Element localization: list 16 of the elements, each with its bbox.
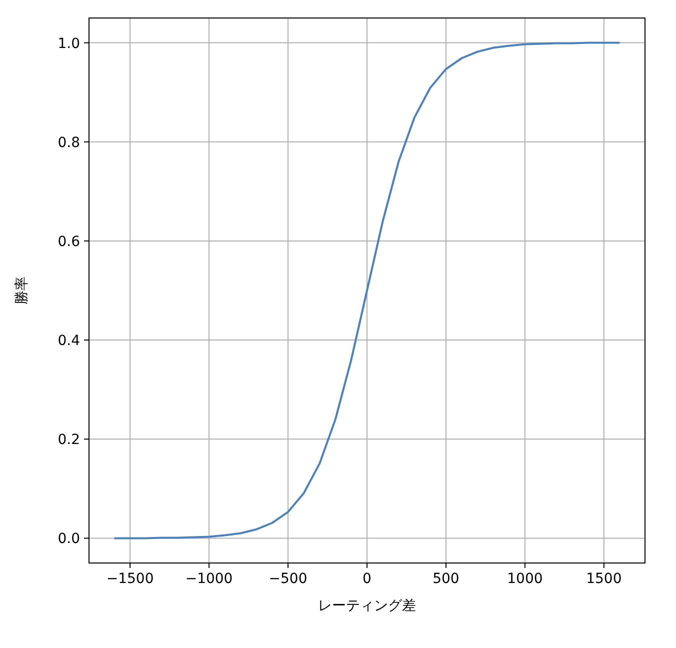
x-tick-label: 1500	[586, 571, 622, 587]
x-axis-title: レーティング差	[318, 598, 416, 614]
y-tick-label: 0.4	[58, 333, 80, 350]
x-tick-label: 1000	[507, 571, 543, 587]
y-axis-title: 勝率	[14, 276, 30, 304]
y-tick-label: 0.8	[58, 134, 80, 151]
x-tick-label: −1000	[185, 571, 233, 587]
line-series	[113, 42, 621, 540]
y-tick-label: 0.6	[58, 234, 80, 250]
x-tick-label: −500	[268, 571, 308, 587]
x-tick-label: −1500	[106, 571, 154, 587]
y-tick-label: 0.0	[58, 531, 80, 548]
x-tick-label: 500	[432, 571, 460, 587]
y-tick-label: 1.0	[58, 36, 80, 52]
y-tick-label: 0.2	[58, 432, 80, 448]
x-tick-label: 0	[362, 571, 372, 587]
